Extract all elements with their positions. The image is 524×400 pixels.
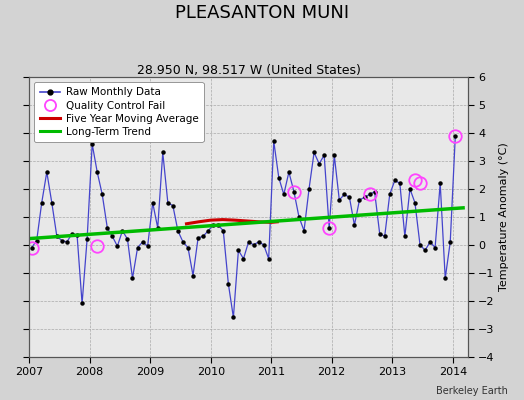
Legend: Raw Monthly Data, Quality Control Fail, Five Year Moving Average, Long-Term Tren: Raw Monthly Data, Quality Control Fail, … (35, 82, 203, 142)
Title: 28.950 N, 98.517 W (United States): 28.950 N, 98.517 W (United States) (137, 64, 361, 77)
Y-axis label: Temperature Anomaly (°C): Temperature Anomaly (°C) (499, 142, 509, 291)
Text: Berkeley Earth: Berkeley Earth (436, 386, 508, 396)
Text: PLEASANTON MUNI: PLEASANTON MUNI (175, 4, 349, 22)
